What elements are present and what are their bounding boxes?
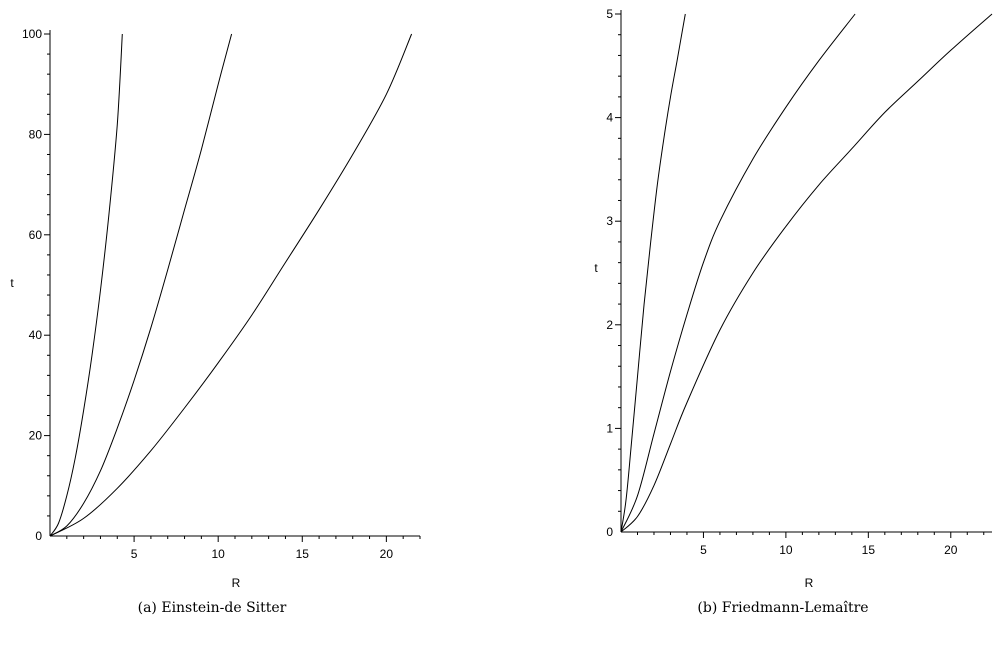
chart-einstein-de-sitter: (a) Einstein-de Sitter R t 5 10 15 20 0 20 40 6… [10, 27, 421, 616]
series-line-b-3 [620, 13, 993, 533]
y-tick-label: 4 [606, 111, 613, 125]
caption-b: (b) Friedmann-Lemaître [697, 600, 868, 616]
x-tick-label: 15 [862, 543, 876, 557]
y-tick-label: 5 [606, 7, 613, 21]
y-tick-label: 60 [29, 228, 43, 242]
x-tick-label: 20 [380, 547, 394, 561]
y-tick-label: 2 [606, 318, 613, 332]
series-line-a-1 [49, 33, 123, 537]
caption-a: (a) Einstein-de Sitter [138, 600, 287, 616]
y-tick-label: 1 [606, 421, 613, 435]
y-tick-label: 3 [606, 214, 613, 228]
y-axis-label-a: t [10, 276, 14, 290]
x-tick-label: 10 [779, 543, 793, 557]
y-tick-label: 100 [22, 27, 42, 41]
y-tick-label: 0 [35, 529, 42, 543]
x-tick-label: 15 [296, 547, 310, 561]
y-tick-label: 0 [606, 525, 613, 539]
y-tick-label: 20 [29, 429, 43, 443]
y-tick-label: 40 [29, 328, 43, 342]
series-line-b-1 [620, 13, 686, 533]
x-axis-label-a: R [232, 576, 241, 590]
x-tick-label: 5 [700, 543, 707, 557]
chart-friedmann-lemaitre: (b) Friedmann-Lemaître R t 5 10 15 20 0 1 2 3 4 5 [594, 7, 993, 616]
y-tick-label: 80 [29, 127, 43, 141]
y-axis-label-b: t [594, 261, 598, 275]
x-tick-label: 20 [944, 543, 958, 557]
x-tick-label: 5 [131, 547, 138, 561]
series-line-a-2 [49, 33, 233, 537]
series-line-a-3 [49, 33, 413, 537]
x-tick-label: 10 [212, 547, 226, 561]
series-line-b-2 [620, 13, 856, 533]
x-axis-label-b: R [805, 576, 814, 590]
